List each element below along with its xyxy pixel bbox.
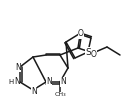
Text: N: N (14, 78, 20, 87)
Text: N: N (60, 78, 66, 87)
Text: S: S (85, 48, 91, 57)
Text: N: N (46, 78, 52, 87)
Text: N: N (15, 62, 21, 71)
Text: N: N (31, 87, 37, 96)
Text: H: H (8, 79, 14, 85)
Text: O: O (78, 30, 84, 39)
Text: CH₃: CH₃ (54, 92, 66, 98)
Text: O: O (91, 50, 97, 59)
